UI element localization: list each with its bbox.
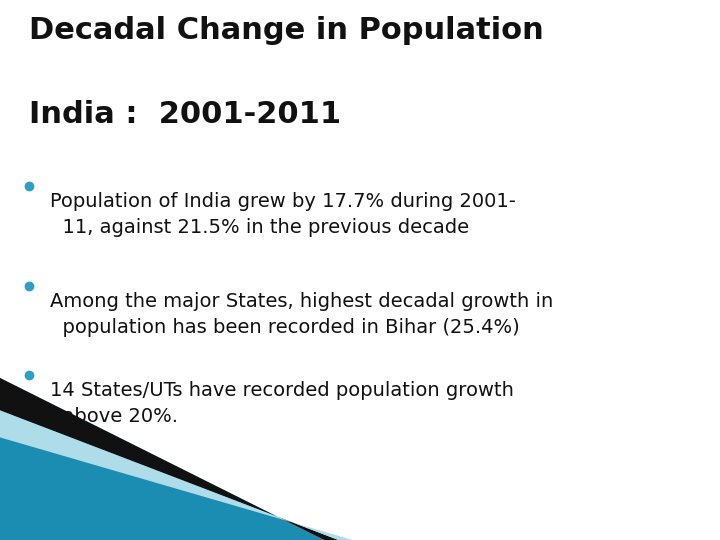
Text: Decadal Change in Population: Decadal Change in Population (29, 16, 544, 45)
Polygon shape (0, 378, 338, 540)
Text: India :  2001-2011: India : 2001-2011 (29, 100, 341, 129)
Text: Population of India grew by 17.7% during 2001-
  11, against 21.5% in the previo: Population of India grew by 17.7% during… (50, 192, 516, 237)
Text: Among the major States, highest decadal growth in
  population has been recorded: Among the major States, highest decadal … (50, 292, 554, 337)
Polygon shape (0, 410, 353, 540)
Polygon shape (0, 378, 324, 540)
Text: 14 States/UTs have recorded population growth
  above 20%.: 14 States/UTs have recorded population g… (50, 381, 514, 426)
